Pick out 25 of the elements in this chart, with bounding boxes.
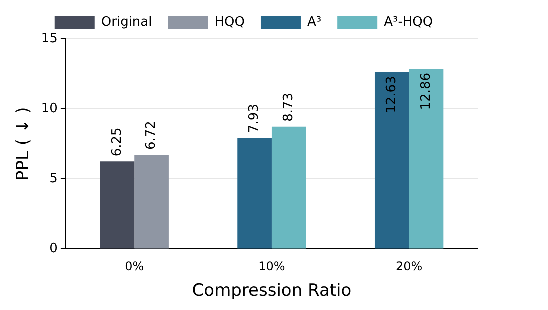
y-tick-label: 0 [50,242,58,257]
x-tick-label: 10% [258,260,286,274]
data-label: 12.86 [418,72,434,110]
data-label: 8.73 [282,92,297,122]
data-label: 6.72 [144,121,160,150]
bar [272,126,306,249]
x-tick-label: 0% [125,260,144,274]
data-label: 6.25 [110,128,125,157]
y-axis-title: PPL ( ↓ ) [14,107,34,181]
bar [100,162,135,249]
bar [409,68,444,249]
y-tick-label: 10 [41,101,58,116]
x-axis-title: Compression Ratio [192,281,352,302]
x-tick-label: 20% [396,260,423,274]
bar [374,72,410,249]
legend-label: Original [101,14,152,30]
data-label: 12.63 [384,76,400,114]
y-tick-label: 15 [41,31,58,46]
data-label: 7.93 [247,104,262,134]
legend-label: A³ [307,14,322,30]
y-tick-label: 5 [50,172,58,187]
legend-label: A³-HQQ [384,14,434,30]
bar [134,155,169,249]
legend-label: HQQ [214,14,245,30]
bar [238,138,272,249]
